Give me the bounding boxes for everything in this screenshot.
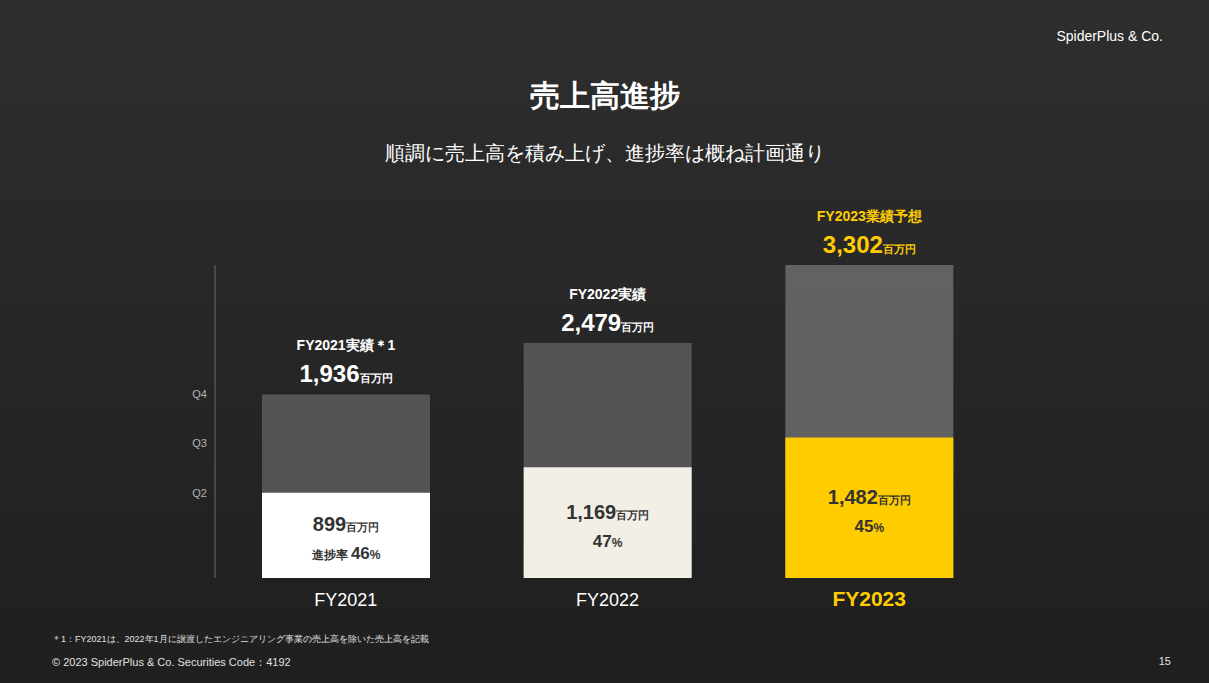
svg-text:3,302百万円: 3,302百万円 [823,231,916,258]
svg-text:FY2021: FY2021 [314,590,377,610]
svg-text:Q3: Q3 [192,437,207,449]
html-text:売上高進捗: 売上高進捗 [529,79,680,112]
svg-text:進捗率 46%: 進捗率 46% [311,544,381,563]
svg-text:45%: 45% [855,517,885,536]
html-text:SpiderPlus & Co.: SpiderPlus & Co. [1056,28,1163,44]
html-text:順調に売上高を積み上げ、進捗率は概ね計画通り: 順調に売上高を積み上げ、進捗率は概ね計画通り [384,142,825,164]
svg-text:FY2023: FY2023 [832,587,906,610]
svg-text:FY2023業績予想: FY2023業績予想 [817,208,923,224]
html-text:15: 15 [1158,655,1171,667]
html-text:© 2023 SpiderPlus & Co. Securi: © 2023 SpiderPlus & Co. Securities Code：… [52,656,291,668]
svg-text:1,169百万円: 1,169百万円 [566,501,649,523]
svg-text:FY2021実績＊1: FY2021実績＊1 [297,337,396,353]
svg-text:1,482百万円: 1,482百万円 [828,486,911,508]
svg-text:Q4: Q4 [192,388,207,400]
svg-text:FY2022: FY2022 [576,590,639,610]
html-text:＊1：FY2021は、2022年1月に譲渡したエンジニアリン: ＊1：FY2021は、2022年1月に譲渡したエンジニアリング事業の売上高を除い… [52,634,429,644]
svg-text:47%: 47% [593,532,623,551]
svg-text:899百万円: 899百万円 [313,513,379,535]
svg-text:2,479百万円: 2,479百万円 [561,309,654,336]
svg-text:FY2022実績: FY2022実績 [569,286,646,302]
svg-text:Q2: Q2 [192,487,207,499]
svg-text:1,936百万円: 1,936百万円 [299,360,392,387]
